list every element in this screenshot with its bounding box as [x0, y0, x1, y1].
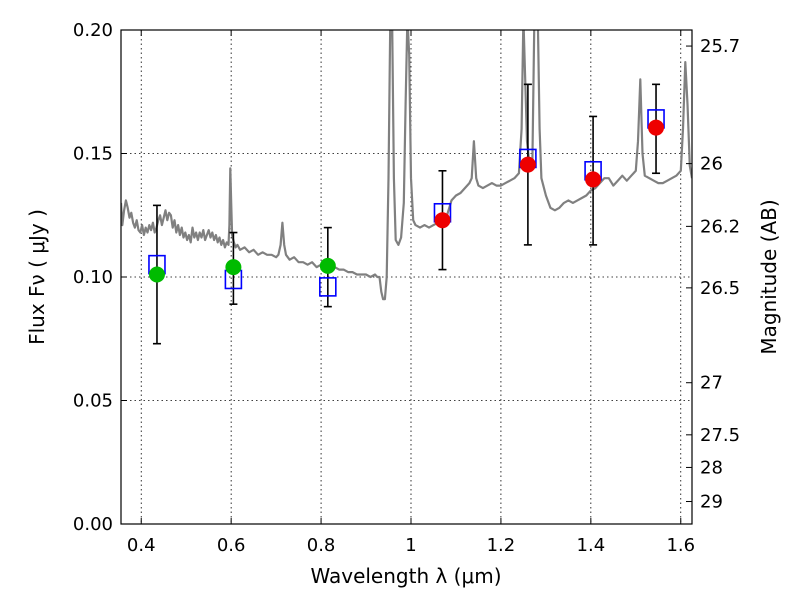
model-box [319, 277, 337, 297]
y-axis-label: Flux Fν ( μJy ) [25, 209, 49, 345]
y-right-tick-label: 29 [700, 492, 723, 513]
y-tick-label: 0.00 [73, 514, 113, 535]
tick-layer: 0.4 0.6 0.8 1 1.2 1.4 1.6 0.00 0.05 0.10 0.15 0.20 2… [73, 20, 740, 556]
y-tick-label: 0.20 [73, 20, 113, 41]
y-right-tick-label: 26.5 [700, 278, 740, 299]
y-right-tick-label: 25.7 [700, 36, 740, 57]
y-right-tick-label: 27.5 [700, 425, 740, 446]
observed-point [225, 259, 242, 276]
x-tick-label: 0.8 [307, 535, 336, 556]
y-tick-label: 0.15 [73, 144, 113, 165]
observed-point [648, 119, 665, 136]
observed-point [319, 257, 336, 274]
x-tick-label: 1.2 [487, 535, 516, 556]
y-right-tick-label: 26 [700, 154, 723, 175]
y-right-axis-label: Magnitude (AB) [757, 199, 781, 354]
observed-point [519, 156, 536, 173]
x-tick-label: 0.4 [127, 535, 156, 556]
y-tick-label: 0.05 [73, 391, 113, 412]
spectrum-layer [121, 30, 692, 301]
x-axis-label: Wavelength λ (μm) [310, 564, 501, 588]
y-right-tick-label: 28 [700, 457, 723, 478]
y-tick-label: 0.10 [73, 267, 113, 288]
x-tick-label: 1.4 [577, 535, 606, 556]
observed-point [148, 266, 165, 283]
x-tick-label: 0.6 [217, 535, 246, 556]
y-right-tick-label: 27 [700, 373, 723, 394]
y-right-tick-label: 26.2 [700, 216, 740, 237]
spectrum-line [121, 30, 692, 301]
x-tick-label: 1 [405, 535, 416, 556]
observed-point [434, 212, 451, 229]
x-tick-label: 1.6 [666, 535, 695, 556]
observed-point [585, 171, 602, 188]
observed-point-layer [148, 119, 665, 283]
